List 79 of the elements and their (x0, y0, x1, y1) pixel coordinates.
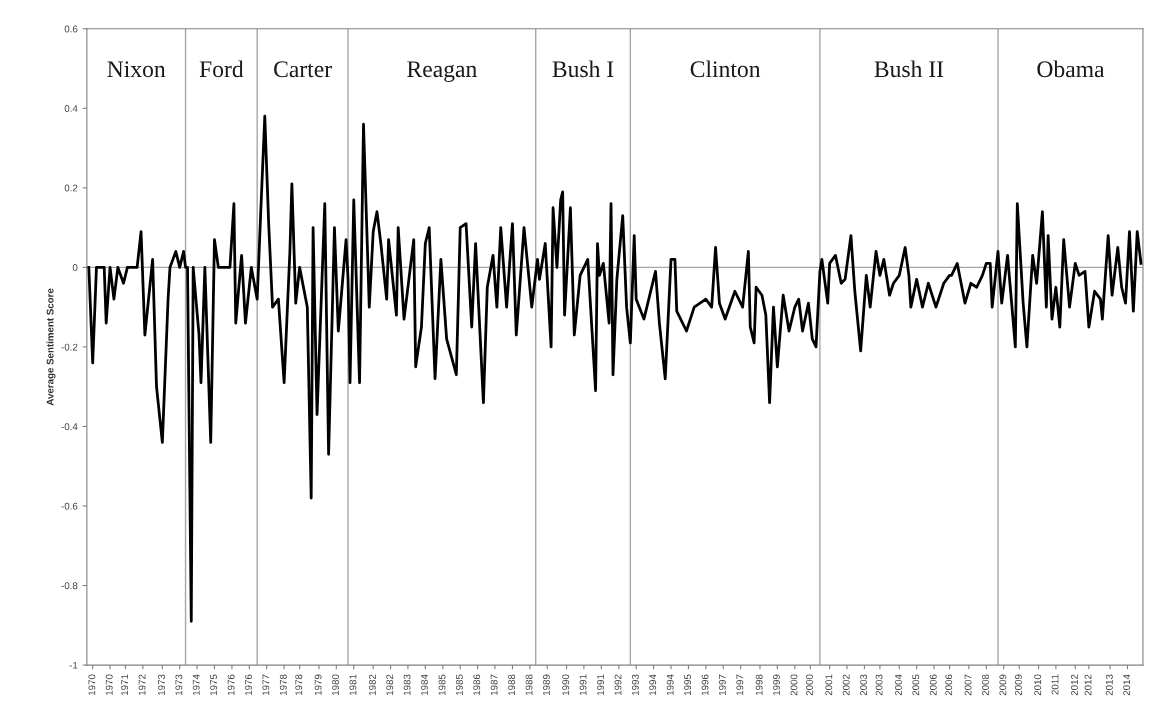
x-tick-label: 1985 (438, 674, 446, 695)
x-tick-label: 1997 (718, 674, 726, 695)
x-tick-label: 1988 (508, 674, 516, 695)
x-tick-label: 2012 (1070, 674, 1078, 696)
x-tick-label: 2010 (1034, 674, 1042, 696)
x-tick-label: 1978 (279, 674, 287, 695)
x-tick-label: 1975 (210, 674, 218, 695)
x-tick-label: 1987 (490, 674, 498, 695)
x-tick-label: 1991 (597, 674, 604, 695)
x-tick-label: 1994 (649, 674, 657, 695)
x-tick-label: 1970 (88, 674, 96, 695)
annotation: Nixon (107, 61, 166, 78)
annotation: Reagan (407, 61, 477, 82)
line-series (87, 114, 1143, 623)
x-tick-label: 1972 (138, 674, 146, 695)
annotation: Obama (1037, 60, 1105, 78)
x-tick-label: 1976 (227, 674, 235, 695)
x-tick-label: 2002 (842, 674, 850, 696)
x-tick-label: 2000 (790, 674, 798, 696)
x-tick-label: 2012 (1084, 674, 1092, 696)
x-tick-label: 1984 (421, 674, 428, 695)
x-tick-label: 1988 (525, 674, 533, 695)
y-tick-label: -0.2 (61, 343, 78, 351)
x-tick-label: 1981 (349, 674, 357, 695)
x-tick-label: 1979 (314, 674, 322, 695)
x-tick-label: 2006 (945, 674, 953, 696)
x-tick-label: 1986 (473, 674, 481, 695)
x-tick-label: 1997 (736, 674, 744, 695)
x-tick-label: 2009 (999, 674, 1007, 696)
x-tick-label: 1996 (701, 674, 709, 695)
y-tick-label: 0.2 (64, 184, 78, 192)
x-tick-label: 2007 (964, 674, 972, 696)
x-tick-label: 1973 (175, 674, 183, 695)
x-tick-label: 2006 (929, 674, 937, 696)
x-tick-label: 1998 (755, 674, 763, 695)
x-tick-label: 1971 (121, 674, 129, 695)
x-tick-label: 1989 (542, 674, 550, 695)
x-tick-label: 2001 (825, 674, 833, 696)
x-tick-label: 1991 (579, 674, 587, 695)
x-tick-label: 1973 (158, 674, 165, 695)
y-tick-label: -0.8 (61, 582, 78, 590)
x-tick-label: 2003 (875, 674, 883, 696)
x-tick-label: 1977 (262, 674, 270, 695)
x-tick-label: 2011 (1051, 674, 1059, 695)
x-tick-label: 2000 (806, 674, 813, 696)
annotation: Bush II (874, 60, 944, 78)
x-tick-label: 1976 (245, 674, 252, 695)
x-tick-label: 1995 (684, 674, 692, 695)
x-tick-label: 1982 (386, 674, 394, 695)
y-tick-label: -0.6 (61, 502, 78, 510)
x-tick-label: 2003 (860, 674, 868, 696)
x-tick-label: 2009 (1014, 674, 1022, 696)
x-tick-label: 1983 (403, 674, 411, 695)
y-axis-title: Average Sentiment Score (46, 288, 56, 406)
x-tick-label: 1980 (332, 674, 339, 695)
y-tick-label: 0.4 (64, 105, 78, 112)
y-tick-label: -1 (69, 661, 78, 669)
x-tick-label: 1999 (773, 674, 780, 695)
x-tick-label: 1985 (455, 674, 463, 695)
x-tick-label: 2013 (1105, 674, 1113, 696)
x-tick-label: 1994 (666, 674, 674, 695)
x-tick-label: 1978 (295, 674, 303, 695)
y-tick-label: 0 (72, 264, 78, 271)
x-tick-label: 1974 (192, 674, 200, 695)
y-tick-label: 0.6 (64, 25, 78, 33)
x-tick-label: 2004 (895, 674, 902, 696)
x-tick-label: 2005 (912, 674, 920, 696)
x-tick-label: 2014 (1123, 674, 1131, 696)
annotation: Ford (199, 60, 244, 78)
x-tick-label: 1982 (368, 674, 376, 695)
annotation: Clinton (690, 60, 761, 78)
x-tick-label: 1990 (562, 674, 570, 695)
x-tick-label: 1970 (105, 674, 113, 695)
x-tick-label: 1993 (631, 674, 639, 695)
x-tick-label: 2008 (982, 674, 989, 696)
annotation: Bush I (552, 60, 614, 78)
annotation: Carter (274, 61, 332, 78)
x-tick-label: 1992 (614, 674, 622, 695)
y-tick-label: -0.4 (61, 423, 78, 431)
